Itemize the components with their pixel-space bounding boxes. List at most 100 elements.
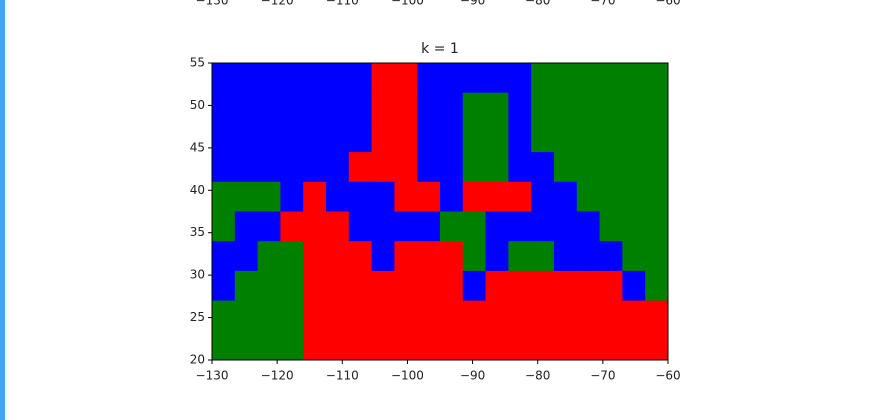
region-cell <box>234 63 259 94</box>
region-cell <box>645 92 669 123</box>
y-tick-label: 55 <box>190 56 205 70</box>
region-cell <box>212 211 236 242</box>
region-cell <box>576 270 601 302</box>
region-cell <box>440 92 464 123</box>
region-cell <box>257 152 281 183</box>
region-cell <box>417 63 441 94</box>
region-cell <box>234 152 259 183</box>
region-cell <box>576 241 601 272</box>
region-cell <box>303 211 327 242</box>
x-tick-label: −80 <box>525 0 550 8</box>
region-cell <box>462 92 487 123</box>
region-cell <box>348 300 373 331</box>
region-cell <box>576 92 601 123</box>
region-cell <box>645 300 669 331</box>
region-cell <box>531 152 555 183</box>
region-cell <box>508 122 532 153</box>
region-cell <box>280 181 304 212</box>
region-cell <box>417 211 441 242</box>
region-cell <box>394 122 418 153</box>
region-cell <box>440 211 464 242</box>
region-cell <box>348 92 373 123</box>
region-cell <box>348 152 373 183</box>
x-tick-label: −130 <box>196 0 229 8</box>
region-cell <box>554 63 578 94</box>
region-cell <box>212 92 236 123</box>
region-cell <box>212 63 236 94</box>
region-cell <box>576 211 601 242</box>
y-tick-label: 20 <box>190 353 205 367</box>
x-tick-label: −120 <box>261 0 294 8</box>
region-cell <box>645 63 669 94</box>
region-cell <box>554 241 578 272</box>
region-cell <box>280 152 304 183</box>
region-cell <box>531 300 555 331</box>
region-cell <box>280 330 304 361</box>
region-cell <box>234 300 259 331</box>
region-cell <box>622 63 646 94</box>
region-cell <box>371 270 395 302</box>
region-cell <box>508 63 532 94</box>
region-cell <box>257 122 281 153</box>
region-cell <box>326 241 350 272</box>
region-cell <box>485 122 509 153</box>
x-tick-label: −80 <box>525 369 550 383</box>
region-cell <box>645 122 669 153</box>
region-cell <box>508 330 532 361</box>
region-cell <box>417 241 441 272</box>
region-cell <box>234 241 259 272</box>
y-tick-label: 25 <box>190 310 205 324</box>
region-cell <box>326 270 350 302</box>
region-cell <box>348 241 373 272</box>
region-cell <box>257 241 281 272</box>
region-cell <box>645 270 669 302</box>
region-cell <box>599 92 623 123</box>
region-cell <box>326 211 350 242</box>
x-tick-label: −120 <box>261 369 294 383</box>
region-cell <box>234 211 259 242</box>
region-cell <box>508 270 532 302</box>
region-cell <box>371 181 395 212</box>
y-tick-label: 40 <box>190 183 205 197</box>
x-tick-label: −100 <box>391 0 424 8</box>
region-cell <box>257 92 281 123</box>
region-cell <box>280 92 304 123</box>
region-cell <box>622 181 646 212</box>
region-cell <box>212 270 236 302</box>
x-tick-label: −70 <box>590 369 615 383</box>
region-cell <box>280 63 304 94</box>
x-tick-label: −60 <box>655 369 680 383</box>
region-cell <box>531 241 555 272</box>
region-cell <box>326 330 350 361</box>
region-cell <box>599 63 623 94</box>
region-cell <box>234 181 259 212</box>
region-cell <box>485 211 509 242</box>
region-cell <box>212 152 236 183</box>
region-cell <box>485 330 509 361</box>
region-cell <box>531 92 555 123</box>
y-tick-label: 30 <box>190 268 205 282</box>
x-tick-label: −60 <box>655 0 680 8</box>
region-cell <box>371 122 395 153</box>
region-cell <box>326 122 350 153</box>
region-cell <box>599 330 623 361</box>
region-cell <box>645 181 669 212</box>
region-cell <box>622 211 646 242</box>
region-cell <box>417 300 441 331</box>
region-cell <box>348 330 373 361</box>
region-cell <box>394 330 418 361</box>
region-cell <box>599 181 623 212</box>
region-cell <box>440 63 464 94</box>
region-cell <box>348 181 373 212</box>
region-cell <box>371 63 395 94</box>
region-cell <box>417 122 441 153</box>
region-cell <box>394 181 418 212</box>
region-cell <box>348 211 373 242</box>
region-cell <box>599 241 623 272</box>
region-cell <box>303 122 327 153</box>
region-cell <box>462 63 487 94</box>
region-cell <box>212 300 236 331</box>
x-tick-label: −90 <box>460 369 485 383</box>
region-cell <box>531 63 555 94</box>
region-cell <box>280 211 304 242</box>
